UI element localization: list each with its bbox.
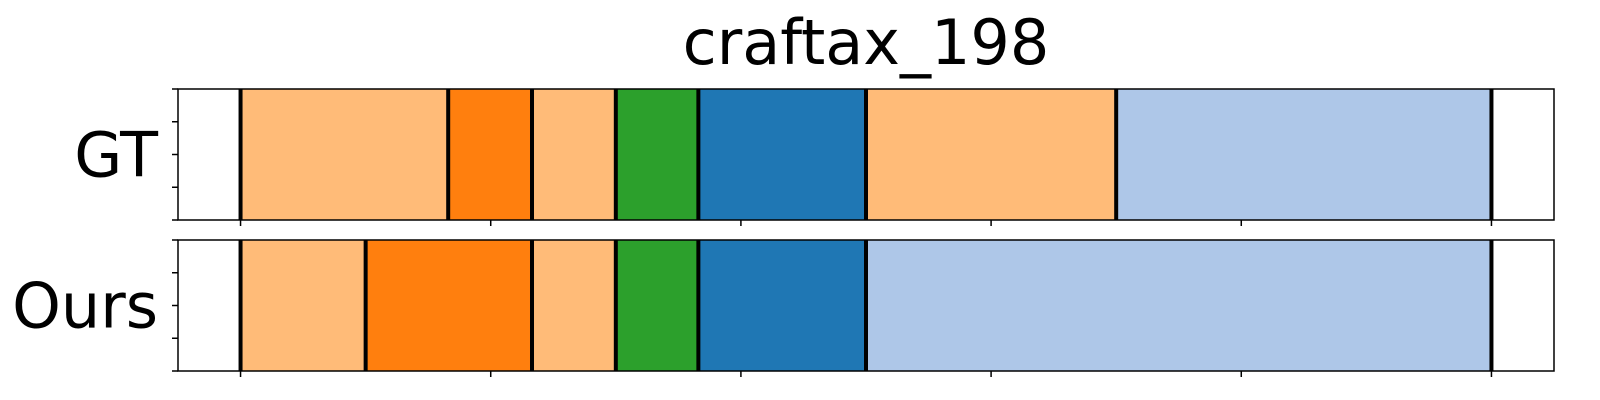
segment-ours-0 <box>240 240 366 371</box>
segment-gt-5 <box>866 89 1117 220</box>
segment-gt-3 <box>615 89 699 220</box>
segment-ours-5 <box>866 240 1492 371</box>
segment-ours-3 <box>615 240 699 371</box>
segment-gt-2 <box>532 89 616 220</box>
chart-title: craftax_198 <box>683 6 1050 79</box>
segment-gt-0 <box>240 89 449 220</box>
row-ours: Ours <box>12 239 1555 377</box>
segment-gt-1 <box>448 89 533 220</box>
segment-gt-4 <box>698 89 866 220</box>
row-label-gt: GT <box>74 119 159 192</box>
segment-ours-1 <box>365 240 533 371</box>
segment-ours-4 <box>698 240 866 371</box>
row-gt: GT <box>74 88 1555 226</box>
rows-layer: GT Ours <box>12 88 1555 377</box>
row-label-ours: Ours <box>12 270 158 343</box>
segment-ours-2 <box>532 240 616 371</box>
segment-gt-6 <box>1116 89 1492 220</box>
